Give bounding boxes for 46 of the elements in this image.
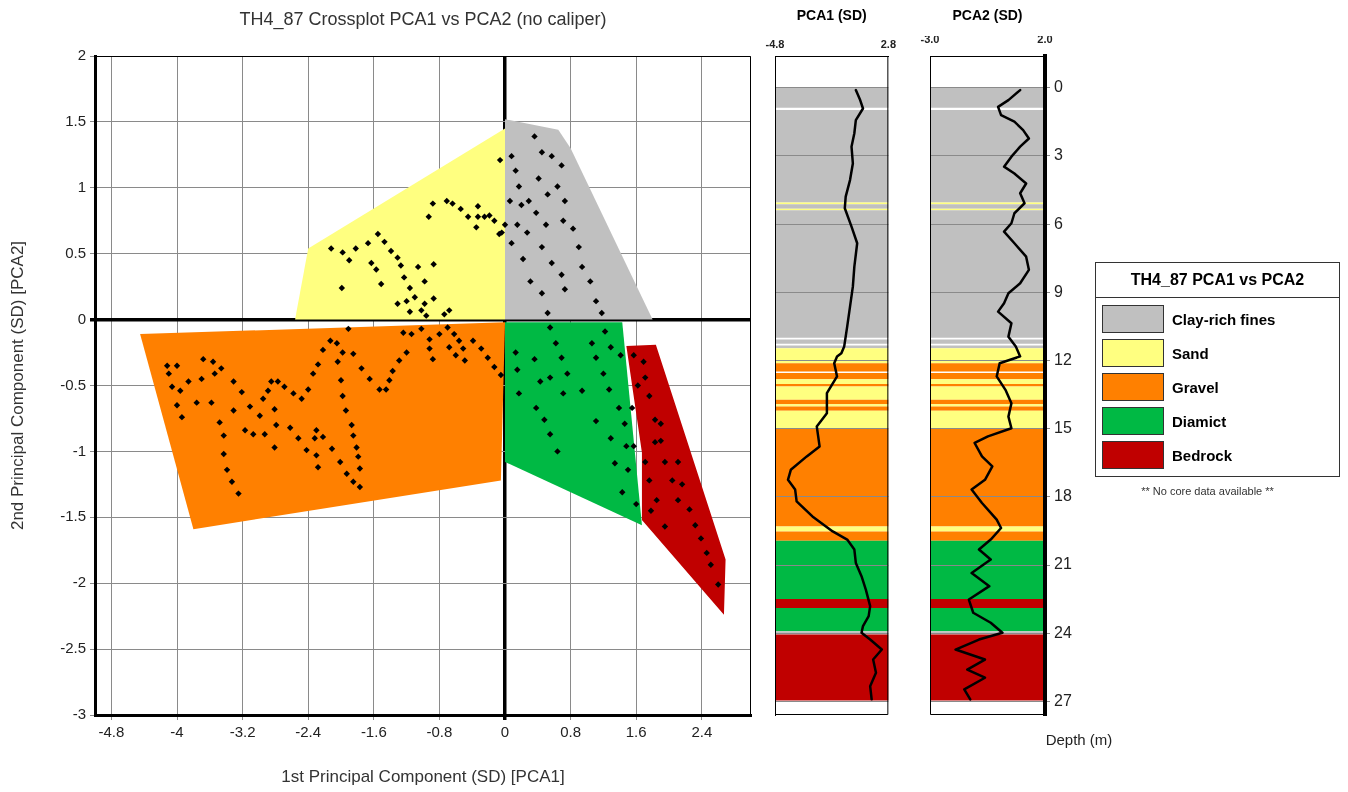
y-tick-label: 2 — [77, 46, 86, 64]
x-tick-label: -1.6 — [360, 723, 387, 741]
x-tick-label: 0 — [500, 723, 510, 741]
x-axis-title: 1st Principal Component (SD) [PCA1] — [281, 767, 565, 787]
y-tick-label: 1 — [77, 177, 86, 195]
y-tick-label: -1.5 — [60, 507, 86, 525]
y-tick-label: 0.5 — [65, 243, 86, 261]
y-tick-label: 0 — [1054, 78, 1063, 96]
y-tick-label: 12 — [1054, 350, 1072, 368]
y-tick-label: 6 — [1054, 214, 1063, 232]
chart-title: TH4_87 Crossplot PCA1 vs PCA2 (no caliper) — [239, 8, 607, 30]
y-tick-label: -3 — [72, 705, 86, 723]
y-tick-label: 18 — [1054, 487, 1072, 505]
y-axis-title: Depth (m) — [1045, 731, 1113, 749]
y-tick-label: -2.5 — [60, 639, 86, 657]
legend-label: Gravel — [1172, 378, 1219, 396]
x-tick-label: -0.8 — [426, 723, 453, 741]
x-tick-label: 1.6 — [625, 723, 647, 741]
x-tick-label: -2.4 — [295, 723, 322, 741]
x-tick-label: -4.8 — [765, 38, 785, 51]
x-tick-label: 2.8 — [880, 38, 896, 51]
legend-title: TH4_87 PCA1 vs PCA2 — [1096, 263, 1339, 298]
y-tick-label: 24 — [1054, 623, 1072, 641]
x-tick-label: -3.2 — [229, 723, 256, 741]
y-axis-title: 2nd Principal Component (SD) [PCA2] — [7, 240, 27, 531]
legend-label: Clay-rich fines — [1172, 310, 1276, 328]
y-tick-label: 27 — [1054, 691, 1072, 709]
y-tick-label: 0 — [77, 309, 86, 327]
legend-label: Sand — [1172, 344, 1209, 362]
y-tick-label: 21 — [1054, 555, 1072, 573]
y-tick-label: -0.5 — [60, 375, 86, 393]
text: ** No core data available ** — [1140, 485, 1275, 497]
legend-label: Diamict — [1172, 412, 1227, 430]
y-tick-label: -1 — [72, 441, 86, 459]
x-tick-label: 0.8 — [560, 723, 582, 741]
y-tick-label: 1.5 — [65, 112, 86, 130]
y-tick-label: -2 — [72, 573, 86, 591]
chart-title: PCA2 (SD) — [952, 6, 1023, 23]
y-tick-label: 9 — [1054, 282, 1063, 300]
x-tick-label: 2.4 — [691, 723, 713, 741]
chart-title: PCA1 (SD) — [796, 6, 867, 23]
y-tick-label: 3 — [1054, 146, 1063, 164]
x-tick-label: -4 — [170, 723, 184, 741]
x-tick-label: -4.8 — [98, 723, 125, 741]
legend-label: Bedrock — [1172, 446, 1233, 464]
y-tick-label: 15 — [1054, 419, 1072, 437]
